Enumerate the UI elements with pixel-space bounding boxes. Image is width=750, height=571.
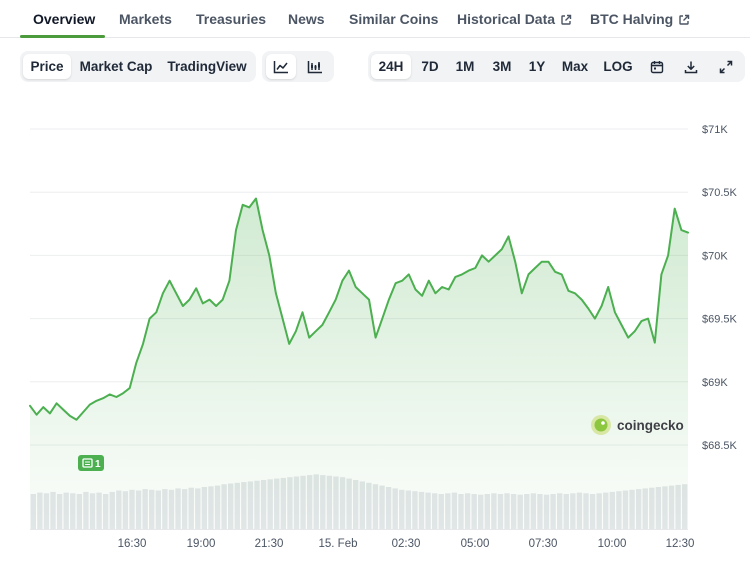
- x-tick-label: 02:30: [392, 538, 421, 550]
- coingecko-logo-eye: [601, 421, 605, 425]
- x-axis: 16:30 19:00 21:30 15. Feb 02:30 05:00 07:30 10:…: [118, 538, 695, 550]
- range-7d-button[interactable]: 7D: [421, 59, 439, 74]
- price-line: [29, 197, 689, 421]
- x-tick-label: 21:30: [255, 538, 284, 550]
- tab-historical-data[interactable]: Historical Data: [457, 11, 572, 27]
- x-tick-label: 19:00: [187, 538, 216, 550]
- y-tick-label: $69K: [702, 377, 728, 389]
- coingecko-logo-inner: [594, 418, 608, 432]
- tab-news[interactable]: News: [288, 11, 325, 27]
- calendar-button[interactable]: [644, 54, 670, 79]
- price-series: [29, 197, 689, 529]
- watermark-text: coingecko: [617, 418, 684, 433]
- coingecko-watermark: coingecko: [591, 415, 684, 435]
- external-link-icon: [561, 14, 572, 25]
- y-tick-label: $70.5K: [702, 187, 738, 199]
- y-tick-label: $69.5K: [702, 314, 738, 326]
- tab-overview[interactable]: Overview: [33, 11, 96, 27]
- price-chart[interactable]: $71K $70.5K $70K $69.5K $69K $68.5K 16:30 19:0…: [0, 100, 750, 571]
- tab-btc-halving[interactable]: BTC Halving: [590, 11, 690, 27]
- metric-market-cap-button[interactable]: Market Cap: [79, 59, 153, 74]
- range-24h-button[interactable]: 24H: [371, 54, 411, 79]
- expand-button[interactable]: [713, 54, 739, 79]
- metric-tradingview-button[interactable]: TradingView: [167, 59, 247, 74]
- coin-tabs: Overview Markets Treasuries News Similar…: [0, 0, 750, 38]
- range-max-button[interactable]: Max: [561, 59, 589, 74]
- y-tick-label: $70K: [702, 250, 728, 262]
- event-marker[interactable]: 1: [78, 455, 104, 471]
- line-chart-button[interactable]: [266, 54, 296, 79]
- download-button[interactable]: [678, 54, 704, 79]
- line-chart-icon: [273, 60, 288, 73]
- active-tab-indicator: [20, 35, 105, 38]
- download-icon: [684, 61, 698, 73]
- x-tick-label: 12:30: [666, 538, 695, 550]
- chart-style-toggle: [262, 51, 334, 82]
- range-1y-button[interactable]: 1Y: [528, 59, 546, 74]
- log-scale-button[interactable]: LOG: [603, 59, 633, 74]
- external-link-icon: [679, 14, 690, 25]
- tab-markets[interactable]: Markets: [119, 11, 172, 27]
- y-axis: $71K $70.5K $70K $69.5K $69K $68.5K: [702, 124, 738, 452]
- tab-treasuries[interactable]: Treasuries: [196, 11, 267, 27]
- price-area: [30, 198, 688, 529]
- calendar-icon: [650, 60, 664, 73]
- metric-toggle: Price Market Cap TradingView: [20, 51, 256, 82]
- x-tick-label: 10:00: [598, 538, 627, 550]
- tab-btc-halving-label: BTC Halving: [590, 11, 674, 27]
- tab-historical-data-label: Historical Data: [457, 11, 556, 27]
- event-count: 1: [95, 459, 101, 470]
- x-tick-label: 05:00: [461, 538, 490, 550]
- candlestick-chart-button[interactable]: [300, 54, 330, 79]
- candlestick-chart-icon: [307, 60, 322, 73]
- range-3m-button[interactable]: 3M: [492, 59, 512, 74]
- range-toolbar: 24H 7D 1M 3M 1Y Max LOG: [368, 51, 745, 82]
- x-tick-label: 07:30: [529, 538, 558, 550]
- metric-price-button[interactable]: Price: [23, 54, 71, 79]
- news-icon: [82, 458, 93, 468]
- range-1m-button[interactable]: 1M: [455, 59, 475, 74]
- expand-icon: [719, 60, 733, 73]
- news-icon-lines: [85, 461, 90, 465]
- y-tick-label: $68.5K: [702, 440, 738, 452]
- y-tick-label: $71K: [702, 124, 728, 136]
- x-tick-label: 16:30: [118, 538, 147, 550]
- x-tick-label: 15. Feb: [319, 538, 358, 550]
- tab-similar-coins[interactable]: Similar Coins: [349, 11, 439, 27]
